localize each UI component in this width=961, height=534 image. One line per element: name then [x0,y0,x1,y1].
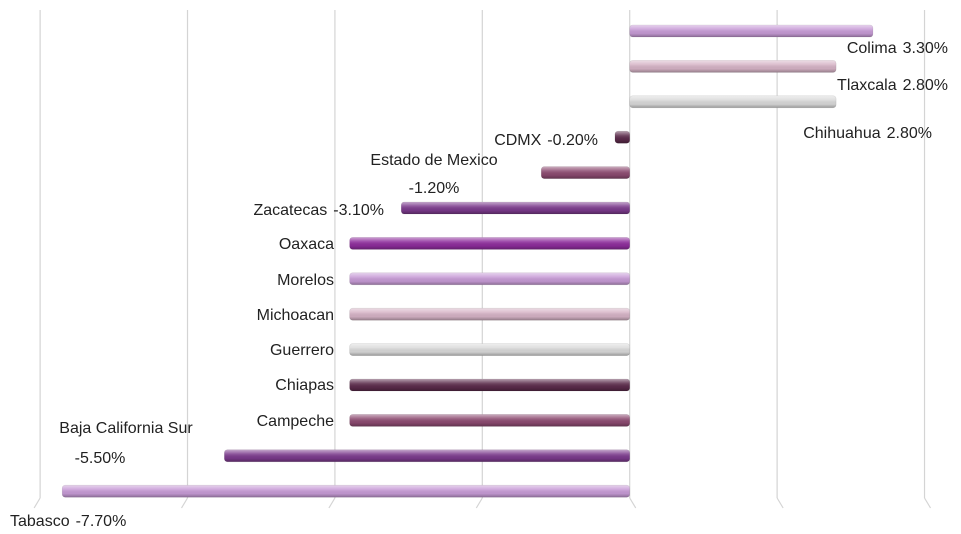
value-label: 3.30% [903,40,948,57]
bar-shine [614,131,630,144]
bar-shine [401,202,630,214]
category-label: Morelos [277,272,334,289]
value-label: 2.80% [887,125,932,142]
data-label: Baja California Sur [59,420,193,437]
bar-shine [629,60,837,73]
tick-mark [180,497,189,509]
tick-mark [328,497,336,509]
data-label: Michoacan [257,307,334,324]
bar-shine [349,237,630,250]
data-label: Colima 3.30% [847,40,948,57]
bar-shine [349,379,630,391]
value-label: -5.50% [75,450,126,467]
value-label: -7.70% [76,513,127,530]
category-label: Campeche [257,413,334,430]
data-label: Chiapas [275,377,334,394]
value-label: -0.20% [547,132,598,149]
category-label: Chiapas [275,377,334,394]
category-label: Michoacan [257,307,334,324]
bar-shine [349,343,630,356]
data-label: Morelos [277,272,334,289]
data-label: Estado de Mexico [370,152,497,169]
bar-shine [349,272,630,285]
category-label: Baja California Sur [59,420,193,437]
value-label: -3.10% [333,202,384,219]
tick-mark [776,497,784,509]
category-label: Colima [847,40,897,57]
bar-shine [62,485,630,498]
tick-mark [33,497,41,509]
category-label: Guerrero [270,342,334,359]
data-label: Tabasco -7.70% [10,513,126,530]
bar-shine [349,414,630,427]
data-label: CDMX -0.20% [494,132,598,149]
data-label: Chihuahua 2.80% [803,125,932,142]
bar-shine [629,95,837,108]
value-label: -1.20% [409,180,460,197]
category-label: CDMX [494,132,541,149]
bar-shine [541,166,630,179]
category-label: Tlaxcala [837,77,897,94]
bar-shine [349,308,630,321]
category-label: Chihuahua [803,125,881,142]
tick-mark [924,497,932,509]
category-label: Estado de Mexico [370,152,497,169]
tick-mark [629,497,637,509]
bar-shine [224,449,630,462]
data-label: Guerrero [270,342,334,359]
category-label: Tabasco [10,513,70,530]
data-label: Campeche [257,413,334,430]
category-label: Zacatecas [253,202,327,219]
tick-mark [475,497,483,509]
data-label: Tlaxcala 2.80% [837,77,948,94]
value-label: 2.80% [903,77,948,94]
category-label: Oaxaca [279,236,334,253]
data-label: Oaxaca [279,236,334,253]
bar-shine [629,25,873,37]
data-label: Zacatecas -3.10% [253,202,384,219]
